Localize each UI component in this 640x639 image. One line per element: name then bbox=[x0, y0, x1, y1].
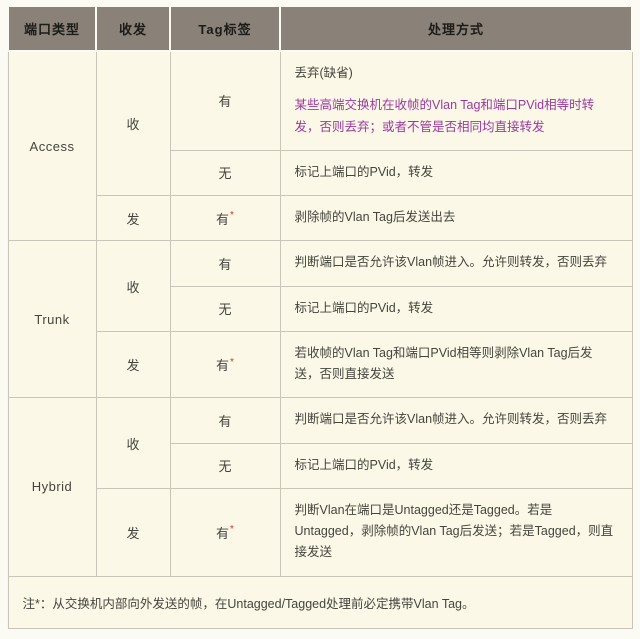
tag-label: 有 bbox=[216, 525, 230, 541]
tag-label: 有 bbox=[218, 94, 232, 110]
table-row: Hybrid 收有判断端口是否允许该Vlan帧进入。允许则转发，否则丢弃 bbox=[7, 397, 633, 577]
handling-cell: 判断Vlan在端口是Untagged还是Tagged。若是Untagged，剥除… bbox=[279, 487, 633, 577]
table-row: 无 标记上端口的PVid，转发 bbox=[8, 149, 633, 197]
tag-label: 有 bbox=[218, 413, 232, 429]
direction-cell: 收 bbox=[95, 240, 171, 332]
col-header-tag: Tag标签 bbox=[169, 5, 281, 52]
direction-cell: 发 bbox=[95, 487, 171, 577]
tag-cell: 有* bbox=[169, 487, 281, 577]
handling-cell: 标记上端口的PVid，转发 bbox=[279, 442, 633, 489]
tag-label: 无 bbox=[218, 459, 232, 475]
footnote-row: 注*：从交换机内部向外发送的帧，在Untagged/Tagged处理前必定携带V… bbox=[7, 575, 633, 629]
tag-cell: 无 bbox=[169, 285, 281, 332]
asterisk-marker: * bbox=[230, 356, 234, 368]
handling-text: 判断端口是否允许该Vlan帧进入。允许则转发，否则丢弃 bbox=[294, 255, 608, 270]
table-row: 发有* 若收帧的Vlan Tag和端口PVid相等则剥除Vlan Tag后发送，否… bbox=[8, 330, 633, 399]
handling-cell: 判断端口是否允许该Vlan帧进入。允许则转发，否则丢弃 bbox=[279, 397, 633, 444]
footnote: 注*：从交换机内部向外发送的帧，在Untagged/Tagged处理前必定携带V… bbox=[7, 575, 633, 629]
table-body: Access 收有丢弃(缺省) 某些高端交换机在收帧的Vlan Tag和端口PVid… bbox=[7, 50, 633, 577]
table-row: Trunk 收有判断端口是否允许该Vlan帧进入。允许则转发，否则丢弃 bbox=[7, 240, 633, 399]
direction-cell: 收 bbox=[95, 50, 171, 196]
tag-cell: 有 bbox=[169, 240, 281, 287]
handling-cell: 若收帧的Vlan Tag和端口PVid相等则剥除Vlan Tag后发送，否则直接… bbox=[279, 330, 633, 399]
direction-cell: 收 bbox=[95, 397, 171, 489]
handling-cell: 标记上端口的PVid，转发 bbox=[279, 149, 633, 197]
table-row: Access 收有丢弃(缺省) 某些高端交换机在收帧的Vlan Tag和端口PVid… bbox=[7, 50, 633, 242]
direction-cell: 发 bbox=[95, 330, 171, 399]
vlan-port-table: 端口类型 收发 Tag标签 处理方式 Access 收有丢弃(缺省) 某些高端交换机… bbox=[7, 5, 633, 629]
tag-cell: 有* bbox=[169, 330, 281, 399]
tag-cell: 无 bbox=[169, 442, 281, 489]
handling-cell: 丢弃(缺省) 某些高端交换机在收帧的Vlan Tag和端口PVid相等时转发，否则… bbox=[279, 50, 633, 151]
port-type-cell: Access bbox=[7, 50, 97, 242]
handling-text: 标记上端口的PVid，转发 bbox=[294, 164, 434, 179]
tag-label: 有 bbox=[218, 256, 232, 272]
handling-cell: 判断端口是否允许该Vlan帧进入。允许则转发，否则丢弃 bbox=[279, 240, 633, 287]
direction-cell: 发 bbox=[95, 194, 171, 242]
tag-label: 有 bbox=[216, 211, 230, 227]
tag-cell: 有 bbox=[169, 397, 281, 444]
asterisk-marker: * bbox=[230, 210, 234, 222]
handling-note-purple: 某些高端交换机在收帧的Vlan Tag和端口PVid相等时转发，否则丢弃；或者不… bbox=[294, 98, 595, 134]
handling-text: 标记上端口的PVid，转发 bbox=[294, 300, 434, 315]
asterisk-marker: * bbox=[230, 524, 234, 536]
handling-cell: 标记上端口的PVid，转发 bbox=[279, 285, 633, 332]
tag-cell: 无 bbox=[169, 149, 281, 197]
tag-cell: 有* bbox=[169, 194, 281, 242]
table-row: 无 标记上端口的PVid，转发 bbox=[8, 285, 633, 332]
table-row: 发有* 剥除帧的Vlan Tag后发送出去 bbox=[8, 194, 633, 242]
port-type-cell: Trunk bbox=[7, 240, 97, 399]
col-header-port-type: 端口类型 bbox=[7, 5, 97, 52]
tag-cell: 有 bbox=[169, 50, 281, 151]
tag-label: 有 bbox=[216, 358, 230, 373]
table-row: 无 标记上端口的PVid，转发 bbox=[8, 442, 633, 489]
table-row: 发有* 判断Vlan在端口是Untagged还是Tagged。若是Untagged… bbox=[8, 487, 633, 577]
handling-text: 若收帧的Vlan Tag和端口PVid相等则剥除Vlan Tag后发送，否则直接… bbox=[294, 345, 593, 381]
tag-label: 无 bbox=[218, 166, 232, 182]
header-row: 端口类型 收发 Tag标签 处理方式 bbox=[7, 5, 633, 52]
tag-label: 无 bbox=[218, 302, 232, 318]
handling-text: 判断Vlan在端口是Untagged还是Tagged。若是Untagged，剥除… bbox=[294, 502, 614, 560]
col-header-handling: 处理方式 bbox=[279, 5, 633, 52]
handling-cell: 剥除帧的Vlan Tag后发送出去 bbox=[279, 194, 633, 242]
handling-text: 判断端口是否允许该Vlan帧进入。允许则转发，否则丢弃 bbox=[294, 412, 608, 427]
port-type-cell: Hybrid bbox=[7, 397, 97, 577]
handling-text: 丢弃(缺省) bbox=[294, 66, 353, 80]
handling-text: 剥除帧的Vlan Tag后发送出去 bbox=[294, 210, 456, 224]
col-header-direction: 收发 bbox=[95, 5, 171, 52]
handling-text: 标记上端口的PVid，转发 bbox=[294, 457, 434, 472]
